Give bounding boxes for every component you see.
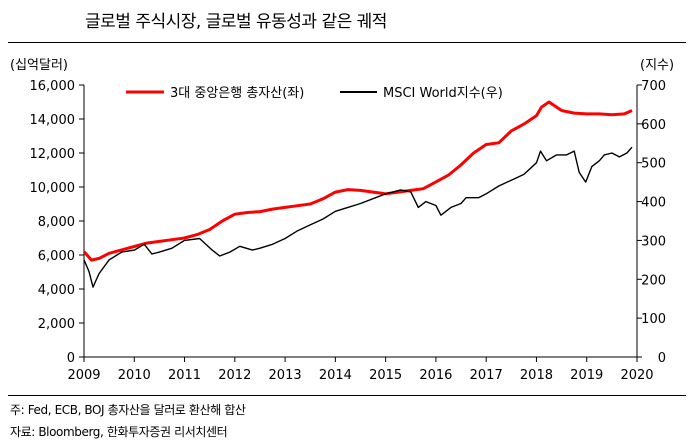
y-right-tick-label: 400 [641, 196, 666, 211]
x-tick-label: 2019 [570, 368, 603, 383]
y-right-tick-label: 100 [641, 312, 666, 327]
x-tick-label: 2014 [319, 368, 352, 383]
x-tick-label: 2011 [168, 368, 201, 383]
y-right-tick-label: 300 [641, 234, 666, 249]
left-axis-unit: (십억달러) [10, 58, 68, 73]
y-right-tick-label: 700 [641, 79, 666, 94]
title-divider [8, 42, 686, 43]
series-line-central-bank-assets [82, 100, 633, 262]
y-left-tick-label: 0 [67, 351, 75, 366]
legend-label-central-bank: 3대 중앙은행 총자산(좌) [170, 85, 304, 101]
legend: 3대 중앙은행 총자산(좌) MSCI World지수(우) [126, 85, 503, 101]
y-left-tick-label: 4,000 [38, 283, 75, 298]
y-left-tick-label: 10,000 [30, 181, 76, 196]
x-tick-label: 2015 [369, 368, 402, 383]
series-layer [82, 100, 633, 288]
y-left-tick-label: 12,000 [30, 147, 76, 162]
footer-divider [8, 395, 686, 396]
x-tick-label: 2013 [269, 368, 302, 383]
y-left-tick-label: 6,000 [38, 249, 75, 264]
footnote: 주: Fed, ECB, BOJ 총자산을 달러로 환산해 합산 [10, 403, 246, 417]
x-tick-label: 2018 [520, 368, 553, 383]
series-line-msci-world [83, 146, 633, 288]
x-tick-label: 2017 [470, 368, 503, 383]
axes: 0 2,000 4,000 6,000 8,000 10,000 12,000 14,000 1… [30, 79, 667, 383]
y-right-tick-label: 500 [641, 157, 666, 172]
y-left-tick-label: 8,000 [38, 215, 75, 230]
y-right-tick-label: 600 [641, 118, 666, 133]
x-tick-label: 2012 [218, 368, 251, 383]
y-right-tick-label: 200 [641, 273, 666, 288]
right-axis-unit: (지수) [640, 58, 675, 73]
x-tick-label: 2010 [118, 368, 151, 383]
y-left-tick-label: 14,000 [30, 113, 76, 128]
source-note: 자료: Bloomberg, 한화투자증권 리서치센터 [10, 425, 228, 439]
y-left-tick-label: 16,000 [30, 79, 76, 94]
y-left-tick-label: 2,000 [38, 317, 75, 332]
x-tick-label: 2009 [67, 368, 100, 383]
chart-title: 글로벌 주식시장, 글로벌 유동성과 같은 궤적 [85, 12, 387, 32]
x-tick-label: 2016 [419, 368, 452, 383]
legend-label-msci: MSCI World지수(우) [383, 86, 503, 101]
x-tick-label: 2020 [620, 368, 653, 383]
y-right-tick-label: 0 [658, 351, 666, 366]
